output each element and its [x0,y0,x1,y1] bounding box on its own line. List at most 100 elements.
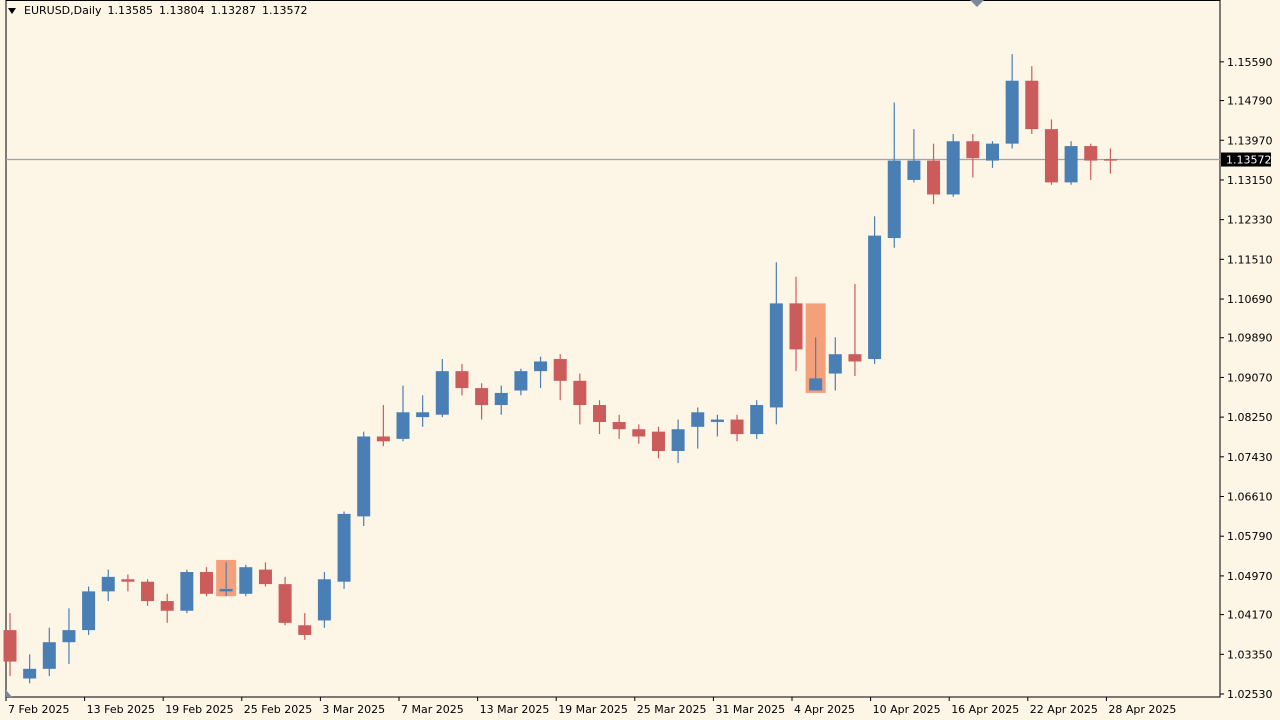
x-tick-label: 13 Feb 2025 [87,703,155,716]
bull-candle [946,141,960,195]
bear-candle [298,625,312,635]
bull-candle [710,419,724,422]
bull-candle [357,436,371,517]
y-tick-label: 1.10690 [1227,293,1273,306]
x-tick-label: 3 Mar 2025 [322,703,385,716]
plot-frame [5,0,1221,698]
y-tick-label: 1.13970 [1227,134,1273,147]
bull-candle [337,513,351,582]
y-tick-label: 1.14790 [1227,95,1273,108]
bear-candle [593,405,606,422]
bear-candle [612,421,626,430]
bull-candle [82,591,96,631]
bull-candle [396,412,410,439]
y-tick-label: 1.04170 [1227,609,1273,622]
bear-candle [258,569,272,585]
y-tick-label: 1.02530 [1227,688,1273,701]
bull-candle [986,143,999,161]
x-tick-label: 13 Mar 2025 [480,703,550,716]
y-tick-label: 1.13150 [1227,174,1273,187]
bear-candle [927,160,941,195]
dropdown-triangle-icon[interactable] [8,7,16,14]
bull-candle [42,642,56,669]
y-tick-label: 1.08250 [1227,411,1273,424]
y-tick-label: 1.09070 [1227,371,1273,384]
candle-layer [3,54,1117,684]
y-tick-label: 1.05790 [1227,530,1273,543]
bear-candle [966,141,980,159]
bull-candle [534,361,548,372]
bull-candle [62,630,76,643]
corner-marker-icon [6,690,12,697]
bull-candle [671,429,685,452]
bear-candle [455,371,469,389]
grid-layer [5,0,1221,698]
bull-candle [239,567,253,594]
shift-marker-icon [970,0,984,7]
x-tick-label: 22 Apr 2025 [1030,703,1098,716]
current-price-tag [1221,152,1271,167]
bear-candle [1103,159,1117,161]
bull-candle [769,303,783,408]
bear-candle [1084,146,1098,161]
bull-candle [750,405,764,435]
current-price-label: 1.13572 [1226,154,1272,167]
bear-candle [651,431,665,452]
y-tick-label: 1.15590 [1227,56,1273,69]
x-tick-label: 10 Apr 2025 [873,703,941,716]
symbol-label: EURUSD,Daily [24,4,102,17]
bull-candle [435,371,449,415]
x-tick-label: 25 Feb 2025 [244,703,312,716]
bull-candle [887,160,901,239]
high-value: 1.13804 [158,4,205,17]
x-tick-label: 25 Mar 2025 [637,703,707,716]
x-tick-label: 4 Apr 2025 [794,703,855,716]
bear-candle [376,436,390,442]
bear-candle [573,380,587,406]
x-tick-label: 7 Mar 2025 [401,703,464,716]
bull-candle [180,572,194,611]
axis-layer: 1.02530 1.03350 1.04170 1.04970 1.05790 1.066… [5,0,1273,716]
bear-candle [789,303,803,350]
bear-candle [730,419,744,435]
x-tick-label: 19 Feb 2025 [165,703,233,716]
bull-candle [219,588,233,592]
bull-candle [317,579,331,621]
y-tick-label: 1.06610 [1227,491,1273,504]
bear-candle [200,572,213,594]
bear-candle [121,579,135,582]
y-tick-label: 1.03350 [1227,648,1273,661]
bear-candle [3,630,17,662]
close-value: 1.13572 [261,4,308,17]
y-tick-label: 1.12330 [1227,214,1273,227]
bull-candle [101,576,115,592]
chart-header: EURUSD,Daily 1.13585 1.13804 1.13287 1.1… [8,4,307,17]
bull-candle [23,668,37,679]
y-tick-label: 1.07430 [1227,451,1273,464]
low-value: 1.13287 [210,4,256,17]
y-tick-label: 1.09890 [1227,332,1273,345]
x-tick-label: 16 Apr 2025 [951,703,1019,716]
bull-candle [514,371,528,391]
bull-candle [828,354,842,374]
highlight-layer [216,303,826,597]
x-tick-label: 28 Apr 2025 [1108,703,1176,716]
y-tick-label: 1.11510 [1227,253,1273,266]
bull-candle [1064,146,1078,183]
bull-candle [907,160,921,180]
bull-candle [868,235,882,360]
x-tick-label: 31 Mar 2025 [715,703,785,716]
bear-candle [475,388,489,406]
bear-candle [848,354,862,362]
bear-candle [278,584,292,623]
bull-candle [809,378,823,391]
y-tick-label: 1.04970 [1227,570,1273,583]
bull-candle [416,412,430,418]
bear-candle [632,429,646,437]
bull-candle [494,392,508,406]
x-tick-label: 19 Mar 2025 [558,703,628,716]
bull-candle [1005,80,1019,144]
bear-candle [141,581,155,602]
